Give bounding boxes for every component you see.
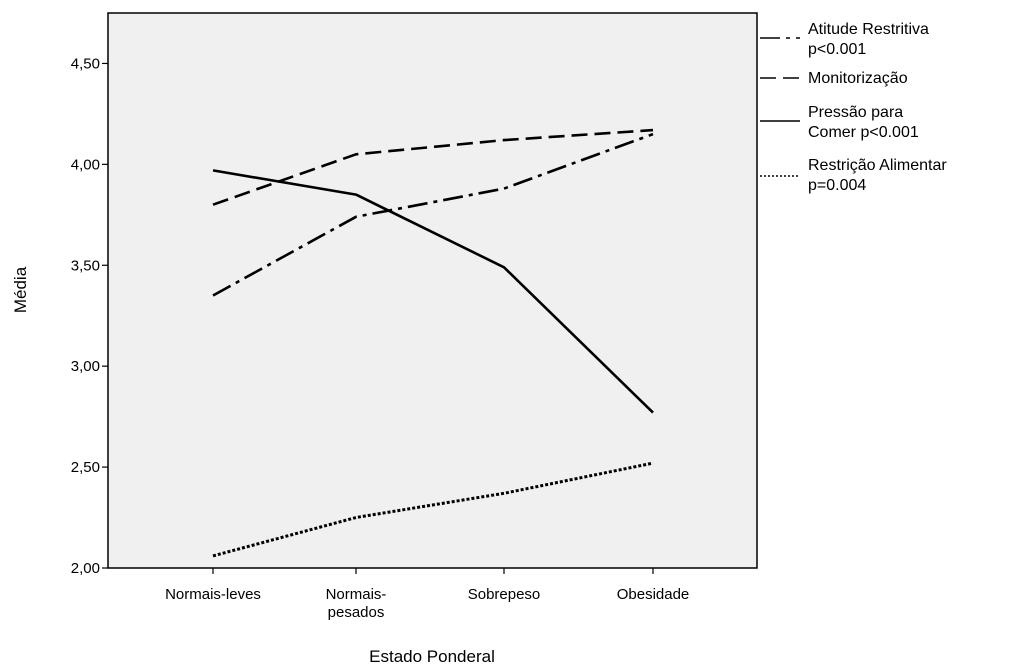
series-line-1 <box>212 128 654 206</box>
legend: Atitude Restritiva p<0.001 Monitorização Pr… <box>760 21 947 194</box>
legend-label-2-1: Comer p<0.001 <box>808 124 919 141</box>
plot-area <box>107 12 758 569</box>
x-tick-label-1-1: pesados <box>328 604 385 621</box>
series-line-2 <box>212 169 654 414</box>
x-axis-title: Estado Ponderal <box>369 647 495 666</box>
legend-label-0-1: p<0.001 <box>808 41 866 58</box>
x-tick-label-3-0: Obesidade <box>617 586 690 603</box>
y-tick-label-0: 2,00 <box>71 560 100 577</box>
y-tick-label-3: 3,50 <box>71 257 100 274</box>
y-tick-label-4: 4,00 <box>71 156 100 173</box>
y-axis: 2,00 2,50 3,00 3,50 4,00 4,50 <box>71 55 108 577</box>
y-axis-title: Média <box>11 266 30 313</box>
legend-label-1-0: Monitorização <box>808 70 908 87</box>
legend-label-3-0: Restrição Alimentar <box>808 157 947 174</box>
x-tick-label-0-0: Normais-leves <box>165 586 261 603</box>
y-tick-label-1: 2,50 <box>71 459 100 476</box>
legend-label-0-0: Atitude Restritiva <box>808 21 929 38</box>
series-line-0 <box>212 132 654 297</box>
x-axis: Normais-leves Normais-pesados Sobrepeso Obe… <box>165 568 689 621</box>
y-tick-label-5: 4,50 <box>71 55 100 72</box>
y-tick-label-2: 3,00 <box>71 358 100 375</box>
legend-label-2-0: Pressão para <box>808 104 903 121</box>
legend-label-3-1: p=0.004 <box>808 177 866 194</box>
x-tick-label-2-0: Sobrepeso <box>468 586 541 603</box>
series-lines <box>212 128 654 558</box>
x-tick-label-1-0: Normais- <box>326 586 387 603</box>
